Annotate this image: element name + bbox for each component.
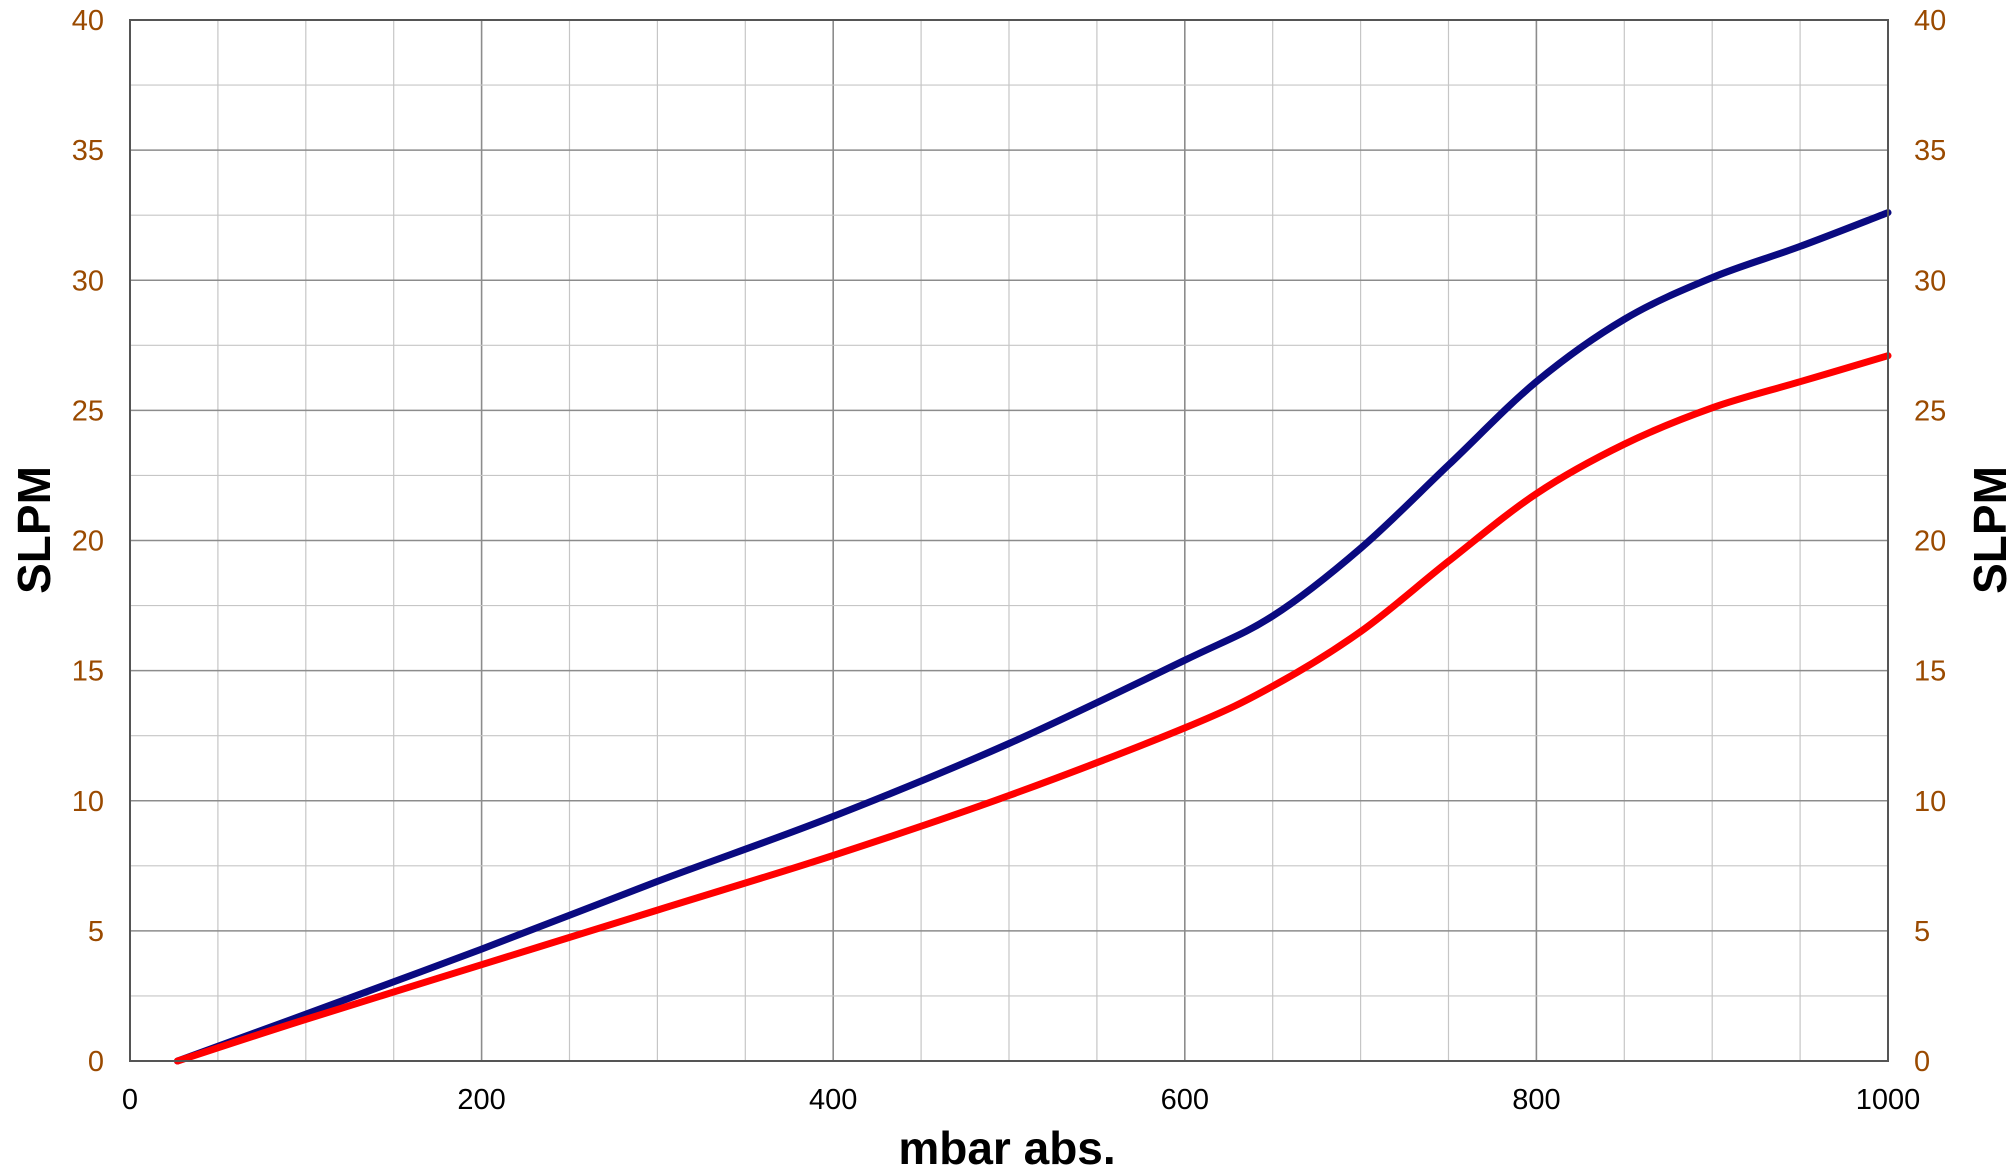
y-tick-label-right: 0 — [1914, 1046, 1930, 1078]
x-tick-label: 400 — [809, 1084, 857, 1116]
y-axis-right-ticks: 0 5 10 15 20 25 30 35 40 — [1914, 5, 1946, 1078]
y-tick-label-left: 0 — [88, 1046, 104, 1078]
y-tick-label-right: 40 — [1914, 5, 1946, 37]
y-tick-label-right: 25 — [1914, 395, 1946, 427]
y-tick-label-left: 35 — [72, 135, 104, 167]
y-tick-label-right: 20 — [1914, 526, 1946, 558]
x-axis-ticks: 0 200 400 600 800 1000 — [122, 1084, 1920, 1116]
y-tick-label-left: 25 — [72, 395, 104, 427]
plot-border — [129, 19, 1889, 1062]
x-tick-label: 200 — [457, 1084, 505, 1116]
y-tick-label-right: 5 — [1914, 916, 1930, 948]
y-axis-right-title: SLPM — [1964, 466, 2015, 594]
x-axis-title: mbar abs. — [898, 1122, 1115, 1170]
x-tick-label: 1000 — [1856, 1084, 1921, 1116]
y-tick-label-left: 20 — [72, 526, 104, 558]
y-tick-label-left: 10 — [72, 786, 104, 818]
y-tick-label-right: 15 — [1914, 656, 1946, 688]
y-tick-label-left: 5 — [88, 916, 104, 948]
y-axis-left-ticks: 0 5 10 15 20 25 30 35 40 — [72, 5, 104, 1078]
y-tick-label-right: 35 — [1914, 135, 1946, 167]
y-tick-label-right: 10 — [1914, 786, 1946, 818]
series-line-2 — [174, 352, 1892, 1065]
y-axis-left-title: SLPM — [8, 466, 60, 594]
x-tick-label: 800 — [1512, 1084, 1560, 1116]
x-tick-label: 0 — [122, 1084, 138, 1116]
y-tick-label-right: 30 — [1914, 265, 1946, 297]
plot-frame — [129, 19, 1889, 1062]
grid — [129, 19, 1889, 1062]
x-tick-label: 600 — [1161, 1084, 1209, 1116]
y-tick-label-left: 15 — [72, 656, 104, 688]
y-tick-label-left: 40 — [72, 5, 104, 37]
series-lines — [174, 209, 1892, 1065]
y-tick-label-left: 30 — [72, 265, 104, 297]
series-line-1 — [174, 209, 1892, 1065]
